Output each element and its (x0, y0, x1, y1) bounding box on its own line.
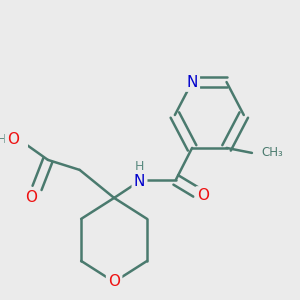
Text: O: O (108, 274, 120, 290)
Text: O: O (7, 132, 19, 147)
Text: N: N (186, 75, 198, 90)
Text: H: H (0, 134, 6, 146)
Text: N: N (134, 174, 145, 189)
Text: CH₃: CH₃ (261, 146, 283, 159)
Text: H: H (135, 160, 144, 173)
Text: O: O (197, 188, 209, 203)
Text: O: O (26, 190, 38, 206)
